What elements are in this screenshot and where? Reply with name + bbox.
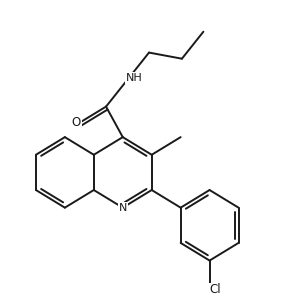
Text: Cl: Cl [210, 283, 221, 296]
Text: O: O [72, 116, 81, 129]
Text: NH: NH [126, 73, 142, 83]
Text: N: N [119, 203, 127, 213]
